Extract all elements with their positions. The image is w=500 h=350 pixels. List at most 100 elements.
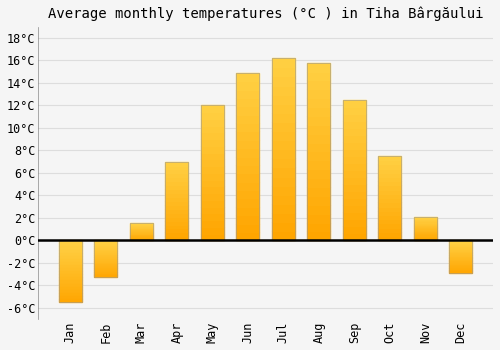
Bar [130, 223, 153, 224]
Bar [414, 237, 437, 238]
Bar [94, 261, 118, 262]
Bar [414, 217, 437, 240]
Bar [59, 268, 82, 271]
Bar [343, 184, 366, 191]
Bar [130, 232, 153, 233]
Bar [308, 160, 330, 169]
Bar [201, 112, 224, 119]
Bar [166, 189, 188, 193]
Bar [201, 180, 224, 186]
Bar [59, 280, 82, 284]
Bar [236, 232, 260, 240]
Bar [94, 264, 118, 266]
Bar [414, 236, 437, 237]
Bar [378, 228, 402, 232]
Bar [236, 215, 260, 224]
Bar [414, 226, 437, 227]
Bar [378, 190, 402, 194]
Bar [130, 230, 153, 231]
Bar [414, 227, 437, 229]
Bar [94, 266, 118, 268]
Bar [343, 156, 366, 163]
Bar [201, 227, 224, 233]
Bar [201, 166, 224, 173]
Title: Average monthly temperatures (°C ) in Tiha Bârgăului: Average monthly temperatures (°C ) in Ti… [48, 7, 484, 21]
Bar [272, 149, 295, 158]
Bar [94, 240, 118, 242]
Bar [414, 238, 437, 239]
Bar [201, 159, 224, 166]
Bar [308, 63, 330, 72]
Bar [272, 131, 295, 140]
Bar [308, 63, 330, 240]
Bar [94, 259, 118, 261]
Bar [59, 262, 82, 265]
Bar [59, 253, 82, 256]
Bar [166, 213, 188, 217]
Bar [450, 271, 472, 273]
Bar [272, 222, 295, 231]
Bar [378, 223, 402, 228]
Bar [414, 225, 437, 226]
Bar [343, 163, 366, 170]
Bar [201, 105, 224, 240]
Bar [308, 63, 330, 240]
Bar [414, 218, 437, 219]
Bar [236, 182, 260, 190]
Bar [130, 228, 153, 229]
Bar [308, 169, 330, 178]
Bar [201, 105, 224, 112]
Bar [450, 252, 472, 253]
Bar [450, 261, 472, 263]
Bar [272, 167, 295, 176]
Bar [94, 244, 118, 246]
Bar [272, 58, 295, 240]
Bar [201, 213, 224, 220]
Bar [236, 140, 260, 148]
Bar [272, 213, 295, 222]
Bar [166, 177, 188, 181]
Bar [94, 250, 118, 251]
Bar [450, 240, 472, 273]
Bar [59, 250, 82, 253]
Bar [308, 98, 330, 107]
Bar [414, 230, 437, 231]
Bar [94, 257, 118, 259]
Bar [59, 246, 82, 250]
Bar [236, 115, 260, 123]
Bar [378, 202, 402, 206]
Bar [308, 116, 330, 125]
Bar [166, 224, 188, 229]
Bar [236, 81, 260, 90]
Bar [166, 205, 188, 209]
Bar [166, 201, 188, 205]
Bar [166, 193, 188, 197]
Bar [343, 114, 366, 121]
Bar [414, 223, 437, 224]
Bar [130, 231, 153, 232]
Bar [343, 149, 366, 156]
Bar [166, 173, 188, 177]
Bar [236, 73, 260, 240]
Bar [59, 284, 82, 287]
Bar [272, 76, 295, 85]
Bar [378, 156, 402, 240]
Bar [94, 240, 118, 277]
Bar [414, 219, 437, 220]
Bar [94, 246, 118, 248]
Bar [166, 166, 188, 169]
Bar [236, 173, 260, 182]
Bar [414, 229, 437, 230]
Bar [201, 186, 224, 193]
Bar [308, 142, 330, 152]
Bar [450, 245, 472, 247]
Bar [414, 222, 437, 223]
Bar [166, 229, 188, 232]
Bar [450, 248, 472, 250]
Bar [166, 209, 188, 213]
Bar [166, 169, 188, 173]
Bar [378, 177, 402, 181]
Bar [343, 205, 366, 212]
Bar [236, 165, 260, 173]
Bar [59, 293, 82, 296]
